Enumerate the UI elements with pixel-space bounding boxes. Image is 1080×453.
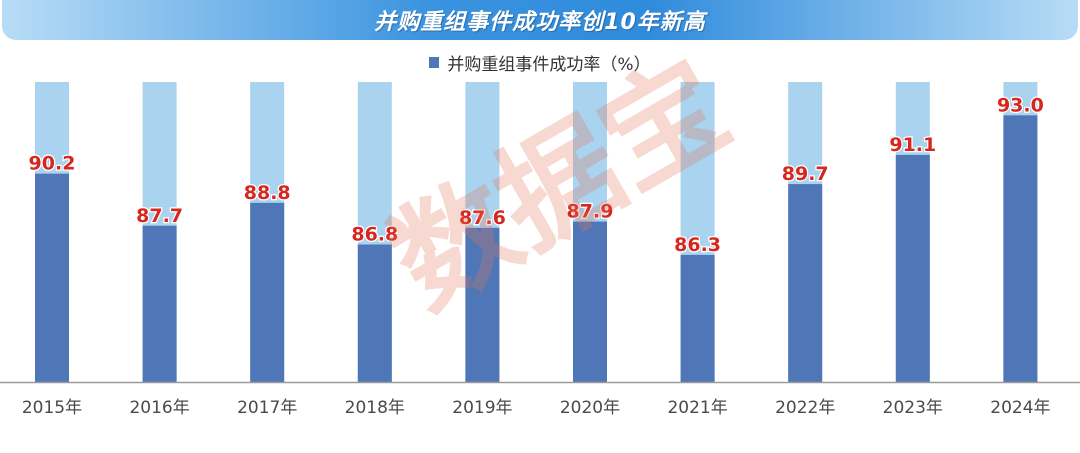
x-tick-label: 2016年 xyxy=(129,398,189,418)
bar-2016年 xyxy=(142,225,177,382)
x-tick-label: 2015年 xyxy=(22,398,82,418)
x-tick-label: 2019年 xyxy=(452,398,512,418)
legend-swatch xyxy=(429,57,440,68)
x-tick-label: 2022年 xyxy=(775,398,835,418)
data-label: 86.8 xyxy=(351,224,398,246)
bar-2023年 xyxy=(895,154,930,382)
title-bar: 并购重组事件成功率创10年新高 xyxy=(2,0,1078,40)
legend-label: 并购重组事件成功率（%） xyxy=(447,55,651,75)
x-tick-label: 2018年 xyxy=(345,398,405,418)
bar-2020年 xyxy=(573,221,607,382)
data-label: 91.1 xyxy=(889,134,936,156)
bar-2017年 xyxy=(250,202,285,382)
data-label: 87.7 xyxy=(136,205,183,227)
x-tick-label: 2020年 xyxy=(560,398,620,418)
data-label: 93.0 xyxy=(997,94,1044,116)
chart-title: 并购重组事件成功率创10年新高 xyxy=(374,10,706,35)
bar-2021年 xyxy=(680,254,715,382)
data-label: 88.8 xyxy=(244,182,291,204)
bar-2019年 xyxy=(465,227,500,382)
data-label: 89.7 xyxy=(782,163,829,185)
bar-2022年 xyxy=(788,184,823,382)
data-label: 90.2 xyxy=(29,153,76,175)
x-tick-label: 2017年 xyxy=(237,398,297,418)
bar-2018年 xyxy=(357,244,392,382)
x-tick-label: 2024年 xyxy=(990,398,1050,418)
bar-2015年 xyxy=(35,173,69,382)
bar-2024年 xyxy=(1003,115,1038,382)
x-tick-label: 2023年 xyxy=(883,398,943,418)
data-label: 86.3 xyxy=(674,234,721,256)
x-tick-label: 2021年 xyxy=(667,398,727,418)
data-label: 87.9 xyxy=(567,201,614,223)
data-label: 87.6 xyxy=(459,207,506,229)
legend: 并购重组事件成功率（%） xyxy=(0,50,1080,75)
